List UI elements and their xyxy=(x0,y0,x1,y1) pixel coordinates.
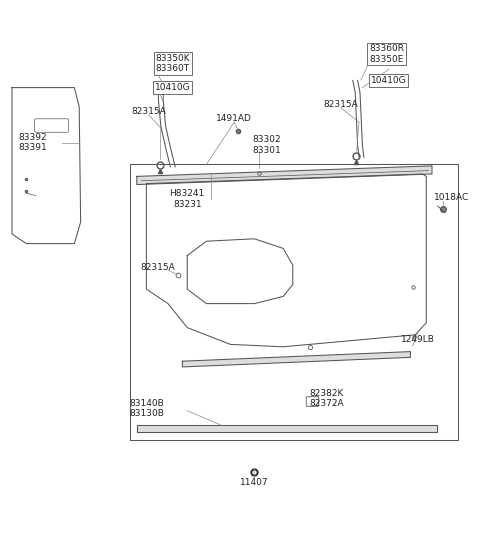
Text: 83360R
83350E: 83360R 83350E xyxy=(369,44,404,64)
Text: H83241
83231: H83241 83231 xyxy=(169,189,205,208)
Text: 10410G: 10410G xyxy=(155,83,191,92)
Text: 11407: 11407 xyxy=(240,478,269,487)
Text: 1491AD: 1491AD xyxy=(216,114,252,123)
Text: 1249LB: 1249LB xyxy=(401,335,434,344)
Text: 82315A: 82315A xyxy=(132,107,166,116)
Text: 1018AC: 1018AC xyxy=(433,193,469,202)
Text: 82382K
82372A: 82382K 82372A xyxy=(309,389,344,408)
Text: 83302
83301: 83302 83301 xyxy=(252,136,281,155)
Text: 83392
83391: 83392 83391 xyxy=(18,133,47,152)
Text: 82315A: 82315A xyxy=(324,100,358,109)
Text: 83140B
83130B: 83140B 83130B xyxy=(129,399,164,418)
Bar xyxy=(130,164,458,441)
Polygon shape xyxy=(137,425,437,432)
Text: 10410G: 10410G xyxy=(371,76,407,85)
Polygon shape xyxy=(137,166,432,185)
Text: 82315A: 82315A xyxy=(140,263,175,272)
Text: 83350K
83360T: 83350K 83360T xyxy=(156,54,190,73)
Polygon shape xyxy=(182,352,410,367)
